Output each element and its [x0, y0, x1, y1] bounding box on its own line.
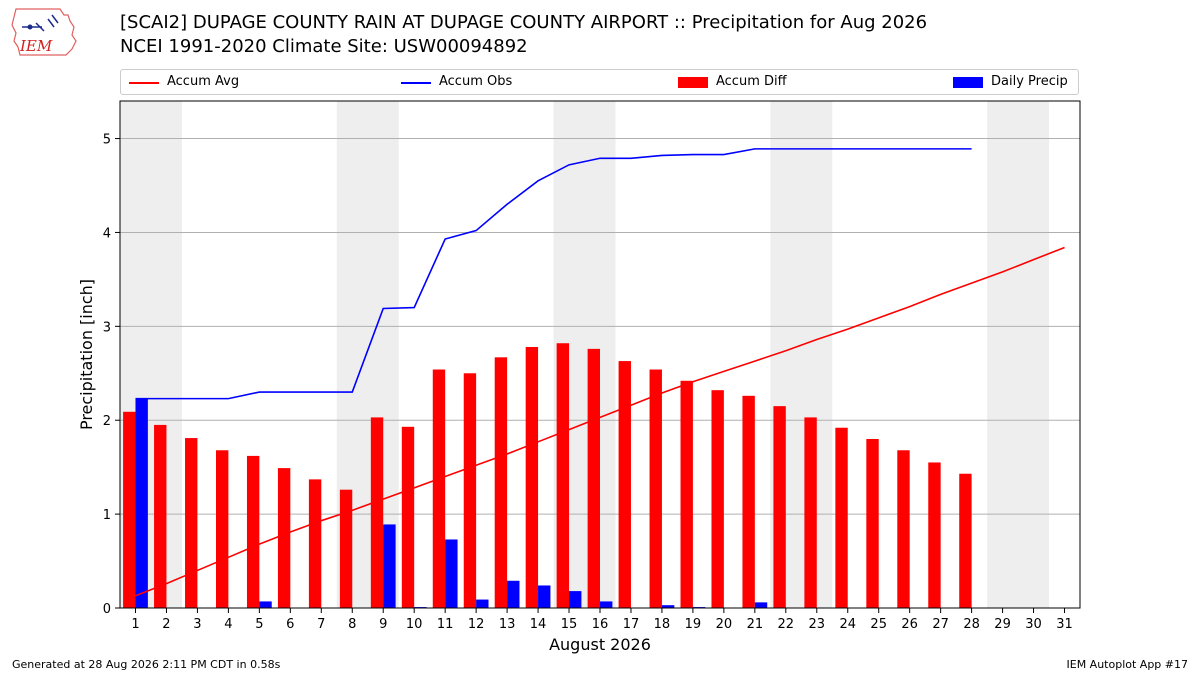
- x-tick-label: 1: [131, 617, 139, 632]
- accum-diff-bar: [773, 406, 786, 608]
- chart-subtitle: NCEI 1991-2020 Climate Site: USW00094892: [120, 36, 528, 57]
- x-tick-label: 22: [778, 617, 795, 632]
- x-tick-label: 12: [468, 617, 485, 632]
- x-tick-label: 19: [685, 617, 702, 632]
- legend-swatch-accum-obs: [401, 82, 431, 84]
- daily-precip-bar: [661, 605, 675, 608]
- x-tick-label: 9: [379, 617, 387, 632]
- x-tick-label: 7: [317, 617, 325, 632]
- x-tick-label: 27: [932, 617, 949, 632]
- y-tick-label: 2: [103, 414, 111, 429]
- x-tick-label: 4: [224, 617, 232, 632]
- y-tick-label: 3: [103, 320, 111, 335]
- footer-generated: Generated at 28 Aug 2026 2:11 PM CDT in …: [12, 658, 281, 671]
- accum-diff-bar: [804, 417, 817, 608]
- daily-precip-bar: [476, 599, 489, 608]
- daily-precip-bar: [135, 398, 148, 608]
- accum-avg-line: [135, 246, 1065, 597]
- accum-diff-bar: [742, 395, 755, 608]
- x-tick-label: 17: [623, 617, 640, 632]
- accum-diff-bar: [556, 343, 570, 608]
- x-tick-label: 5: [255, 617, 263, 632]
- accum-diff-bar: [123, 411, 136, 608]
- x-tick-label: 15: [561, 617, 578, 632]
- daily-precip-bar: [538, 585, 551, 608]
- x-tick-label: 26: [901, 617, 918, 632]
- weekend-shade: [987, 101, 1050, 608]
- accum-diff-bar: [432, 369, 446, 608]
- legend-swatch-accum-avg: [129, 82, 159, 84]
- accum-diff-bar: [308, 479, 322, 608]
- accum-diff-bar: [401, 426, 415, 608]
- x-tick-label: 16: [592, 617, 609, 632]
- accum-diff-bar: [959, 473, 972, 608]
- x-tick-label: 3: [193, 617, 201, 632]
- x-tick-label: 28: [963, 617, 980, 632]
- x-axis-label: August 2026: [549, 635, 651, 654]
- accum-obs-line: [135, 148, 972, 400]
- y-tick-label: 1: [103, 508, 111, 523]
- legend-label-daily-precip: Daily Precip: [991, 74, 1068, 89]
- x-tick-label: 24: [839, 617, 856, 632]
- x-tick-label: 10: [406, 617, 423, 632]
- legend-swatch-accum-diff: [678, 77, 708, 88]
- x-tick-label: 21: [747, 617, 764, 632]
- x-tick-label: 8: [348, 617, 356, 632]
- legend-swatch-daily-precip: [953, 77, 983, 88]
- accum-diff-bar: [154, 424, 167, 608]
- x-tick-label: 18: [654, 617, 671, 632]
- x-tick-label: 13: [499, 617, 516, 632]
- accum-diff-bar: [587, 348, 600, 608]
- accum-diff-bar: [277, 468, 291, 608]
- accum-diff-bar: [339, 489, 353, 608]
- accum-diff-bar: [618, 361, 631, 608]
- y-axis-label: Precipitation [inch]: [77, 279, 96, 430]
- accum-diff-bar: [711, 390, 724, 608]
- logo-text: IEM: [19, 37, 53, 55]
- accum-diff-bar: [897, 450, 910, 608]
- daily-precip-bar: [600, 601, 613, 608]
- accum-diff-bar: [835, 427, 848, 608]
- y-tick-label: 0: [103, 602, 111, 617]
- daily-precip-bar: [259, 601, 272, 608]
- y-tick-label: 5: [103, 133, 111, 148]
- accum-diff-bar: [185, 438, 198, 608]
- legend-label-accum-obs: Accum Obs: [439, 74, 513, 89]
- x-tick-label: 14: [530, 617, 547, 632]
- accum-diff-bar: [370, 417, 384, 608]
- x-tick-label: 11: [437, 617, 454, 632]
- accum-diff-bar: [216, 450, 229, 608]
- daily-precip-bar: [445, 539, 458, 608]
- accum-diff-bar: [494, 357, 508, 608]
- accum-diff-bar: [246, 455, 260, 608]
- daily-precip-bar: [507, 580, 520, 608]
- footer-app-id: IEM Autoplot App #17: [1066, 658, 1189, 671]
- accum-diff-bar: [680, 380, 693, 608]
- accum-diff-bar: [463, 373, 477, 608]
- x-tick-label: 30: [1025, 617, 1042, 632]
- x-tick-label: 20: [716, 617, 733, 632]
- iem-logo: IEM: [11, 8, 77, 56]
- x-tick-label: 23: [809, 617, 826, 632]
- y-tick-label: 4: [103, 226, 111, 241]
- daily-precip-bar: [754, 602, 768, 608]
- x-tick-label: 25: [870, 617, 887, 632]
- accum-diff-bar: [866, 439, 879, 608]
- daily-precip-bar: [569, 591, 582, 608]
- x-tick-label: 6: [286, 617, 294, 632]
- x-tick-label: 29: [994, 617, 1011, 632]
- accum-diff-bar: [928, 462, 941, 608]
- legend-label-accum-diff: Accum Diff: [716, 74, 787, 89]
- accum-diff-bar: [649, 369, 662, 608]
- chart-title: [SCAI2] DUPAGE COUNTY RAIN AT DUPAGE COU…: [120, 12, 928, 33]
- x-tick-label: 31: [1056, 617, 1073, 632]
- accum-diff-bar: [525, 346, 539, 608]
- chart-legend: Accum Avg Accum Obs Accum Diff Daily Pre…: [120, 69, 1079, 95]
- x-tick-label: 2: [162, 617, 170, 632]
- daily-precip-bar: [383, 524, 396, 608]
- legend-label-accum-avg: Accum Avg: [167, 74, 240, 89]
